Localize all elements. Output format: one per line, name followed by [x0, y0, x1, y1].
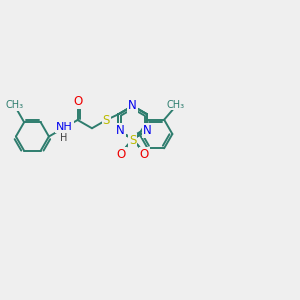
Text: S: S — [129, 134, 136, 147]
Text: H: H — [61, 133, 68, 143]
Text: NH: NH — [56, 122, 73, 132]
Text: N: N — [128, 100, 137, 112]
Text: S: S — [103, 113, 110, 127]
Text: O: O — [73, 95, 82, 108]
Text: N: N — [116, 124, 124, 137]
Text: O: O — [116, 148, 126, 161]
Text: O: O — [140, 148, 149, 161]
Text: CH₃: CH₃ — [167, 100, 184, 110]
Text: N: N — [128, 99, 136, 112]
Text: N: N — [113, 125, 122, 138]
Text: N: N — [142, 124, 152, 137]
Text: CH₃: CH₃ — [5, 100, 23, 110]
